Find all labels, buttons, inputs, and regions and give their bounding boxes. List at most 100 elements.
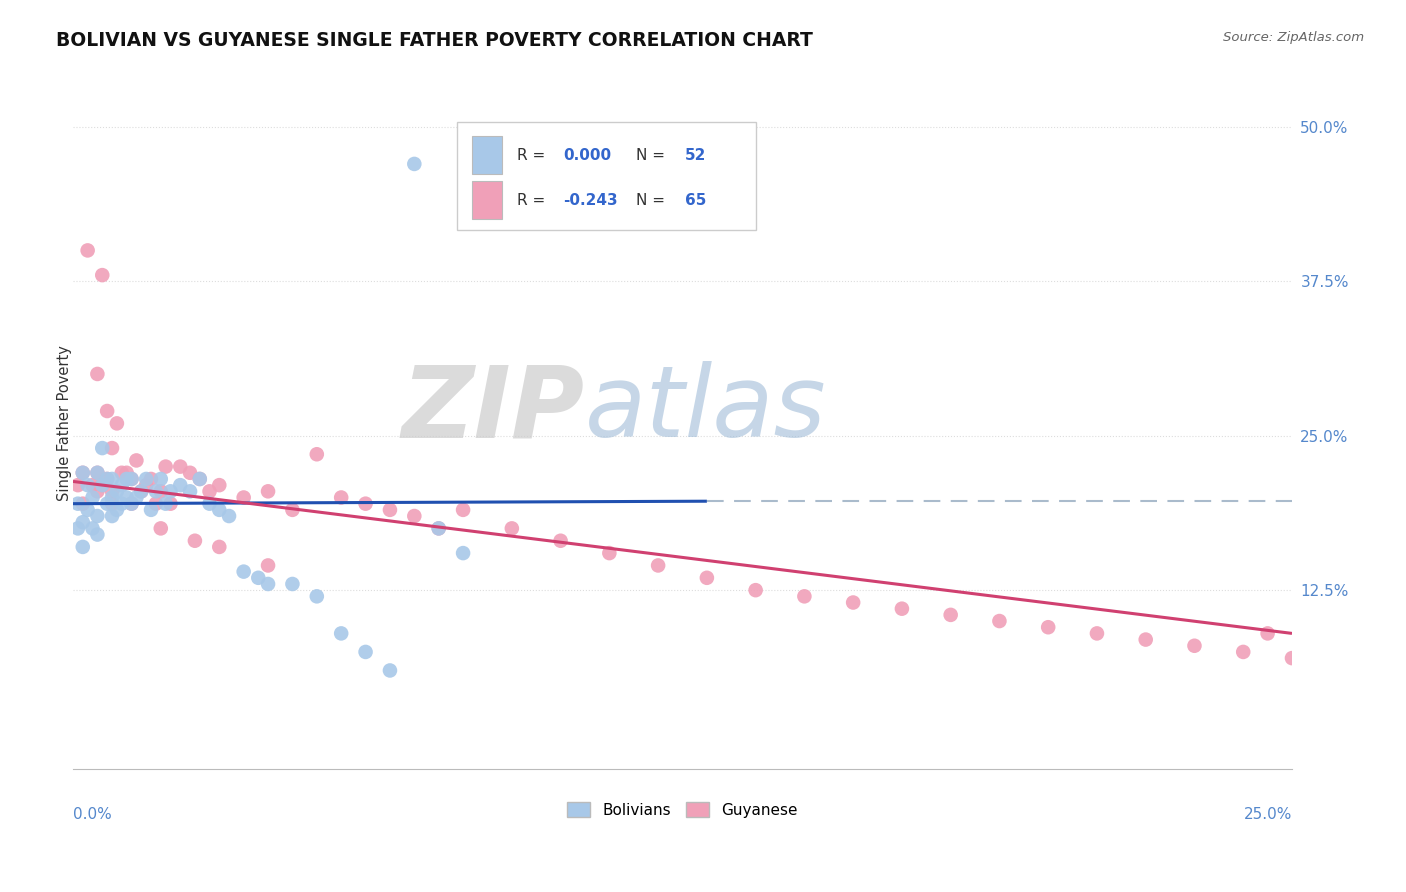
Point (247, 571, 270, 585)
Text: atlas: atlas (585, 361, 827, 458)
FancyBboxPatch shape (457, 122, 755, 229)
Point (91, 478, 114, 492)
Point (101, 484, 124, 499)
Point (125, 453, 148, 467)
Bar (471, 181, 502, 219)
Point (354, 497, 377, 511)
Point (66, 478, 89, 492)
Point (744, 583, 766, 598)
Point (501, 521, 523, 535)
Point (149, 484, 172, 499)
Text: 52: 52 (685, 148, 706, 162)
Point (208, 478, 231, 492)
Point (125, 491, 148, 505)
Point (86, 527, 108, 541)
Point (1281, 651, 1303, 665)
Point (145, 484, 167, 499)
Text: N =: N = (636, 148, 671, 162)
Point (169, 478, 191, 492)
Point (121, 472, 143, 486)
Point (305, 447, 328, 461)
Point (1085, 626, 1108, 640)
Point (404, 509, 426, 524)
Text: 65: 65 (685, 193, 706, 208)
Point (66, 497, 89, 511)
Point (101, 441, 124, 455)
Point (129, 484, 152, 499)
Point (354, 645, 377, 659)
Point (188, 472, 211, 486)
Point (793, 590, 815, 604)
Point (101, 472, 124, 486)
Point (184, 533, 207, 548)
Point (115, 466, 138, 480)
Point (1135, 632, 1157, 647)
Text: 25.0%: 25.0% (1244, 807, 1292, 822)
Point (101, 509, 124, 524)
Point (149, 521, 172, 535)
Point (598, 546, 620, 560)
Point (890, 601, 912, 615)
Point (281, 577, 304, 591)
Text: 0.0%: 0.0% (73, 807, 111, 822)
Point (1232, 645, 1254, 659)
Point (115, 491, 138, 505)
Point (86, 509, 108, 524)
Point (159, 497, 181, 511)
Point (72, 466, 94, 480)
Point (129, 484, 152, 499)
Point (155, 459, 177, 474)
Point (121, 497, 143, 511)
Point (86, 466, 108, 480)
Y-axis label: Single Father Poverty: Single Father Poverty (58, 345, 72, 501)
Point (149, 472, 172, 486)
Point (257, 577, 280, 591)
Point (1257, 626, 1279, 640)
Point (139, 503, 162, 517)
Text: -0.243: -0.243 (562, 193, 617, 208)
Point (988, 614, 1011, 628)
Point (101, 497, 124, 511)
Point (72, 497, 94, 511)
Point (91, 441, 114, 455)
Point (696, 571, 718, 585)
Point (96, 497, 118, 511)
Point (66, 521, 89, 535)
Point (159, 484, 181, 499)
Point (111, 497, 134, 511)
Point (198, 484, 221, 499)
Point (82, 521, 104, 535)
Point (218, 509, 240, 524)
Point (91, 268, 114, 282)
Point (208, 503, 231, 517)
Text: R =: R = (517, 193, 550, 208)
Point (232, 565, 254, 579)
Legend: Bolivians, Guyanese: Bolivians, Guyanese (561, 797, 804, 824)
Point (72, 515, 94, 529)
Point (105, 503, 128, 517)
Point (86, 367, 108, 381)
Point (139, 472, 162, 486)
Point (91, 478, 114, 492)
Text: ZIP: ZIP (402, 361, 585, 458)
Point (404, 157, 426, 171)
Point (121, 497, 143, 511)
Point (96, 472, 118, 486)
Point (155, 497, 177, 511)
Point (330, 491, 353, 505)
Point (1184, 639, 1206, 653)
Point (179, 484, 201, 499)
Point (188, 472, 211, 486)
Point (86, 484, 108, 499)
Point (169, 459, 191, 474)
Point (378, 503, 401, 517)
Point (72, 540, 94, 554)
Point (76, 244, 98, 258)
Point (96, 404, 118, 418)
Point (1038, 620, 1060, 634)
Point (330, 626, 353, 640)
Text: R =: R = (517, 148, 550, 162)
Point (76, 478, 98, 492)
Point (72, 466, 94, 480)
Point (208, 540, 231, 554)
